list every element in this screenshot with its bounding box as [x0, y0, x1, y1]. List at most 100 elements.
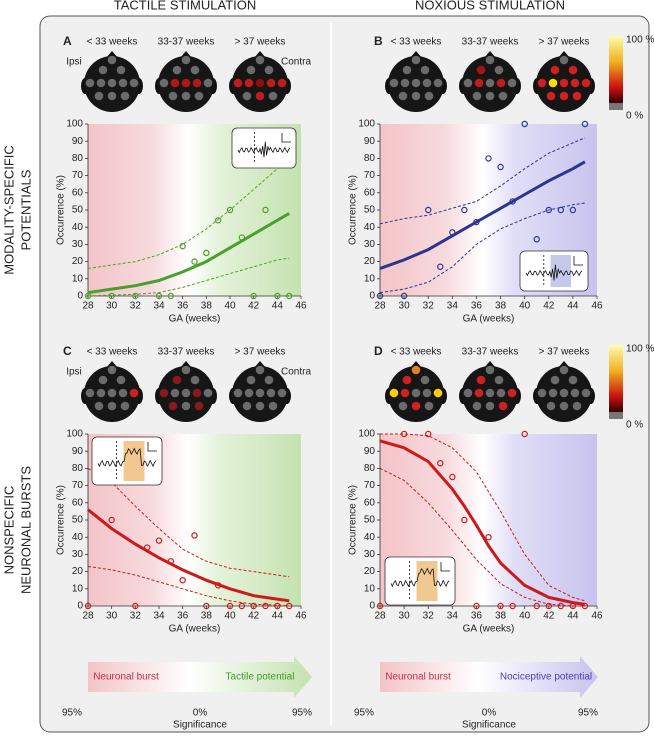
significance-arrow: [88, 656, 312, 698]
inset: [231, 127, 297, 169]
colorbar-label: 0 %: [626, 111, 643, 122]
data-point: [521, 120, 528, 128]
data-point: [285, 292, 293, 300]
colorbar: [609, 36, 623, 110]
electrode: [266, 388, 276, 398]
y-tick-label: 70: [364, 170, 376, 181]
electrode: [476, 65, 486, 75]
fit-line: [379, 160, 586, 270]
electrode: [463, 388, 473, 398]
electrode: [181, 401, 191, 411]
y-tick-label: 30: [364, 549, 376, 560]
electrode: [194, 91, 204, 101]
electrode: [192, 78, 202, 88]
data-point: [376, 602, 384, 610]
electrode: [411, 55, 421, 65]
y-tick-label: 10: [72, 273, 84, 284]
head-label: 33-37 weeks: [158, 37, 215, 48]
x-tick-label: 46: [591, 611, 603, 622]
panel-letter: A: [63, 34, 72, 48]
data-point: [461, 516, 468, 524]
significance-tick: 0%: [482, 708, 497, 719]
x-tick-label: 32: [130, 301, 142, 312]
data-point: [155, 537, 163, 544]
y-tick-label: 80: [364, 153, 376, 164]
electrode: [233, 388, 243, 398]
y-tick-label: 0: [77, 291, 83, 302]
x-tick-label: 28: [82, 611, 94, 622]
electrode: [420, 375, 430, 385]
x-tick-label: 40: [224, 611, 236, 622]
inset-trace: [390, 567, 450, 588]
electrode: [472, 401, 482, 411]
electrode: [268, 401, 278, 411]
y-tick-label: 70: [72, 170, 84, 181]
x-tick-label: 34: [153, 301, 165, 312]
electrode: [389, 78, 399, 88]
x-tick-label: 30: [106, 611, 118, 622]
electrode: [98, 375, 108, 385]
electrode: [107, 401, 117, 411]
electrode: [411, 91, 421, 101]
electrode: [255, 388, 265, 398]
x-axis-label: GA (weeks): [463, 624, 515, 635]
y-tick-label: 20: [364, 256, 376, 267]
y-tick-label: 90: [364, 446, 376, 457]
x-tick-label: 32: [423, 611, 435, 622]
electrode: [559, 55, 569, 65]
electrode: [244, 388, 254, 398]
data-point: [84, 602, 92, 610]
electrode: [570, 78, 580, 88]
head-label: 33-37 weeks: [462, 37, 519, 48]
electrode: [94, 91, 104, 101]
electrode: [107, 91, 117, 101]
electrode: [559, 91, 569, 101]
x-tick-label: 42: [248, 301, 260, 312]
electrode: [168, 401, 178, 411]
x-tick-label: 40: [224, 301, 236, 312]
electrode: [485, 78, 495, 88]
electrode: [203, 78, 213, 88]
data-point: [533, 602, 540, 610]
y-tick-label: 50: [364, 205, 376, 216]
confidence-line: [87, 257, 290, 297]
x-tick-label: 38: [201, 301, 213, 312]
electrode: [400, 78, 410, 88]
electrode: [203, 388, 213, 398]
x-tick-label: 36: [177, 611, 189, 622]
data-point: [108, 516, 115, 524]
electrode: [572, 91, 582, 101]
y-tick-label: 20: [72, 256, 84, 267]
x-tick-label: 36: [177, 301, 189, 312]
data-point: [425, 206, 432, 214]
x-tick-label: 44: [567, 611, 579, 622]
y-tick-label: 20: [72, 566, 84, 577]
y-tick-label: 80: [72, 463, 84, 474]
x-tick-label: 46: [295, 611, 307, 622]
data-point: [250, 602, 257, 610]
data-point: [250, 292, 257, 300]
electrode: [559, 78, 569, 88]
data-point: [497, 602, 504, 610]
inset-trace: [525, 264, 583, 281]
electrode: [537, 388, 547, 398]
x-tick-label: 42: [543, 301, 555, 312]
head-label: > 37 weeks: [539, 347, 590, 358]
electrode: [116, 65, 126, 75]
electrode: [181, 91, 191, 101]
confidence-line: [87, 467, 290, 578]
significance-label: Significance: [462, 720, 516, 731]
electrode: [190, 65, 200, 75]
electrode: [129, 388, 139, 398]
y-tick-label: 80: [364, 463, 376, 474]
electrode: [581, 388, 591, 398]
significance-label: Significance: [173, 720, 227, 731]
electrode: [107, 78, 117, 88]
electrode: [398, 91, 408, 101]
electrode: [433, 78, 443, 88]
data-point: [191, 532, 198, 539]
head-label: < 33 weeks: [87, 37, 138, 48]
y-axis-label: Occurrence (%): [348, 485, 359, 555]
electrode: [170, 388, 180, 398]
electrode: [181, 78, 191, 88]
